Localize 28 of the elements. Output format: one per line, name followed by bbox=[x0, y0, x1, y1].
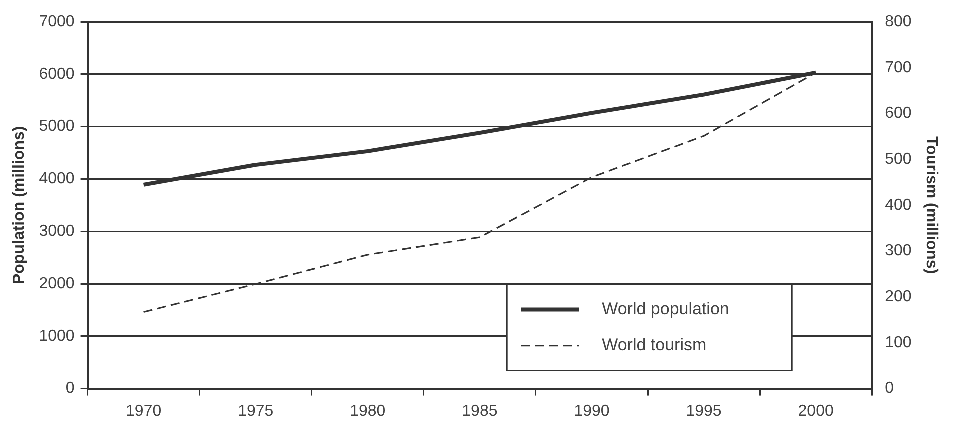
y-tick-label: 3000 bbox=[39, 223, 75, 240]
y2-tick-label: 700 bbox=[885, 59, 912, 76]
y-tick-label: 5000 bbox=[39, 118, 75, 136]
y-tick-label: 1000 bbox=[39, 328, 75, 345]
y2-tick-label: 300 bbox=[885, 242, 912, 260]
y-tick-label: 0 bbox=[66, 380, 75, 398]
y2-tick-label: 0 bbox=[885, 380, 894, 398]
y2-tick-label: 800 bbox=[885, 13, 912, 30]
y-tick-label: 7000 bbox=[39, 13, 75, 30]
y-axis-title: Population (millions) bbox=[11, 126, 28, 285]
y-tick-label: 6000 bbox=[39, 66, 75, 83]
y2-tick-label: 200 bbox=[885, 288, 912, 306]
y2-tick-label: 400 bbox=[885, 196, 912, 214]
legend-label: World tourism bbox=[602, 335, 707, 354]
x-tick-label: 1980 bbox=[350, 402, 386, 420]
legend-label: World population bbox=[602, 299, 730, 318]
x-tick-label: 1990 bbox=[574, 402, 610, 420]
x-tick-label: 2000 bbox=[798, 402, 834, 420]
y-tick-label: 2000 bbox=[39, 275, 75, 292]
y2-tick-label: 100 bbox=[885, 334, 912, 352]
y-tick-label: 4000 bbox=[39, 170, 75, 188]
x-tick-label: 1970 bbox=[126, 402, 162, 420]
x-tick-label: 1995 bbox=[686, 402, 722, 420]
y2-tick-label: 600 bbox=[885, 105, 912, 122]
y2-axis-title: Tourism (millions) bbox=[922, 136, 940, 274]
x-tick-label: 1975 bbox=[238, 402, 274, 420]
y2-tick-label: 500 bbox=[885, 150, 912, 168]
x-tick-label: 1985 bbox=[462, 402, 498, 420]
